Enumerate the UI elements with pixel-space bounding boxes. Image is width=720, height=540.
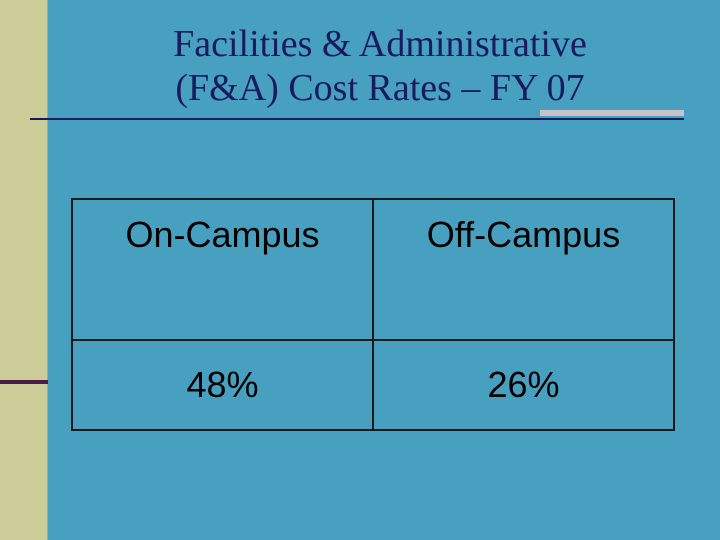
value-off-campus: 26% <box>372 339 675 431</box>
left-bar-edge <box>47 0 48 540</box>
slide-title-line-1: Facilities & Administrative <box>173 23 587 65</box>
table-row: 48% 26% <box>71 339 675 431</box>
value-on-campus: 48% <box>71 339 374 431</box>
header-off-campus: Off-Campus <box>372 198 675 341</box>
header-on-campus: On-Campus <box>71 198 374 341</box>
slide-title-line-2: (F&A) Cost Rates – FY 07 <box>175 67 585 109</box>
table-header-row: On-Campus Off-Campus <box>71 198 675 341</box>
left-decorative-bar <box>0 0 47 540</box>
slide-title: Facilities & Administrative (F&A) Cost R… <box>60 22 700 110</box>
title-underline <box>30 118 684 120</box>
left-bar-accent <box>0 380 48 384</box>
rates-table: On-Campus Off-Campus 48% 26% <box>71 198 675 431</box>
title-underline-accent <box>540 110 684 116</box>
